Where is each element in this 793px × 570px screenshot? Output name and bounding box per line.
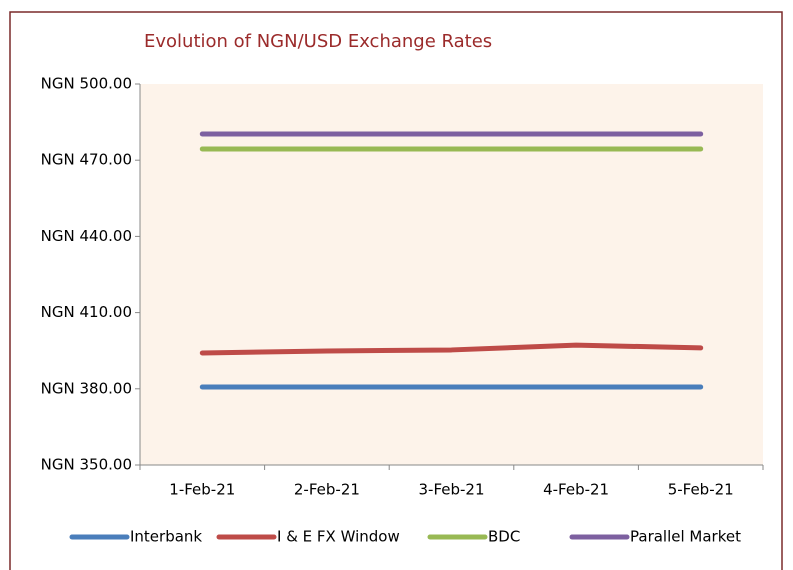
y-tick-label: NGN 380.00: [41, 379, 132, 397]
y-tick-label: NGN 470.00: [41, 151, 132, 169]
series-line: [199, 342, 704, 356]
legend-label: Parallel Market: [630, 528, 741, 546]
y-tick-label: NGN 500.00: [41, 75, 132, 93]
chart-title: Evolution of NGN/USD Exchange Rates: [144, 31, 492, 52]
x-tick-label: 1-Feb-21: [169, 481, 235, 499]
plot-area: [140, 84, 763, 465]
legend-label: Interbank: [130, 528, 202, 546]
legend-label: I & E FX Window: [277, 528, 400, 546]
y-tick-label: NGN 410.00: [41, 303, 132, 321]
x-tick-label: 2-Feb-21: [294, 481, 360, 499]
x-tick-label: 3-Feb-21: [418, 481, 484, 499]
x-tick-label: 4-Feb-21: [543, 481, 609, 499]
y-tick-label: NGN 350.00: [41, 456, 132, 474]
x-tick-label: 5-Feb-21: [668, 481, 734, 499]
y-tick-label: NGN 440.00: [41, 227, 132, 245]
legend-label: BDC: [488, 528, 520, 546]
